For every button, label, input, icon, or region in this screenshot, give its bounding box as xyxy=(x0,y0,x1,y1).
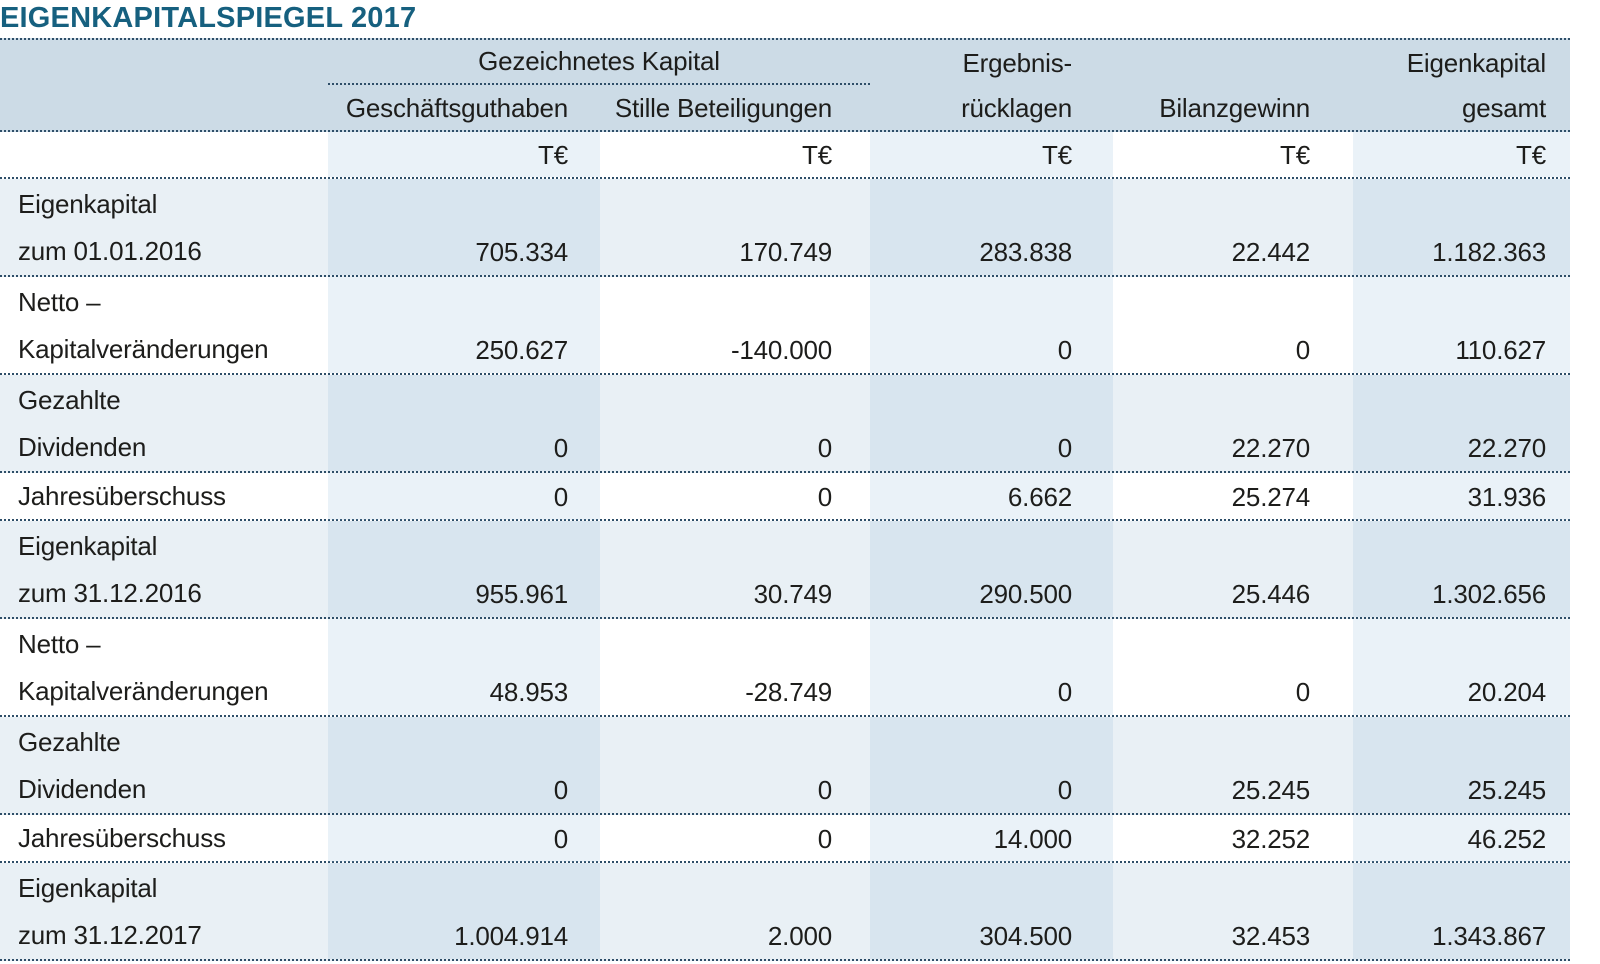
cell-ergebnisruecklagen: 0 xyxy=(870,277,1113,373)
title-block: EIGENKAPITALSPIEGEL 2017 xyxy=(0,0,1600,38)
row-label-line2: Kapitalveränderungen xyxy=(18,676,269,706)
table-row: Gezahlte Dividenden 0 0 0 25.245 25.245 xyxy=(0,717,1570,815)
cell-ergebnisruecklagen: 14.000 xyxy=(870,815,1113,862)
equity-table: Gezeichnetes Kapital Ergebnis- Eigenkapi… xyxy=(0,38,1570,961)
cell-bilanzgewinn: 0 xyxy=(1295,677,1310,707)
row-label: Jahresüberschuss xyxy=(0,473,328,520)
row-label-line1: Netto – xyxy=(18,287,101,317)
column-header-stille-beteiligungen: Stille Beteiligungen xyxy=(614,93,832,123)
row-label-line1: Eigenkapital xyxy=(18,873,158,903)
cell-ergebnisruecklagen: 0 xyxy=(870,619,1113,715)
row-label: Gezahlte Dividenden xyxy=(0,717,328,813)
table-row: Eigenkapital zum 01.01.2016 705.334 170.… xyxy=(0,179,1570,277)
table-row: Eigenkapital zum 31.12.2016 955.961 30.7… xyxy=(0,521,1570,619)
table-row: Gezahlte Dividenden 0 0 0 22.270 22.270 xyxy=(0,375,1570,473)
unit-ergebnisruecklagen: T€ xyxy=(870,132,1113,177)
cell-stille-beteiligungen: 2.000 xyxy=(767,921,832,951)
unit-row: T€ T€ T€ T€ T€ xyxy=(0,132,1570,179)
cell-geschaeftsguthaben: 1.004.914 xyxy=(328,863,600,959)
cell-stille-beteiligungen: 0 xyxy=(817,433,832,463)
row-label-line1: Gezahlte xyxy=(18,727,121,757)
row-label: Eigenkapital zum 31.12.2016 xyxy=(0,521,328,617)
row-label-line2: Dividenden xyxy=(18,774,147,804)
cell-ergebnisruecklagen: 0 xyxy=(870,717,1113,813)
cell-ergebnisruecklagen: 290.500 xyxy=(870,521,1113,617)
row-label-line2: Dividenden xyxy=(18,432,147,462)
cell-geschaeftsguthaben: 250.627 xyxy=(328,277,600,373)
column-header-bilanzgewinn: Bilanzgewinn xyxy=(1159,93,1310,123)
cell-geschaeftsguthaben: 955.961 xyxy=(328,521,600,617)
page-title: EIGENKAPITALSPIEGEL 2017 xyxy=(0,2,417,34)
cell-stille-beteiligungen: -140.000 xyxy=(730,335,832,365)
row-label-line2: zum 31.12.2017 xyxy=(18,920,202,950)
cell-bilanzgewinn: 32.252 xyxy=(1231,824,1311,854)
unit-row-label xyxy=(0,132,328,177)
cell-stille-beteiligungen: 170.749 xyxy=(739,237,832,267)
table-row: Jahresüberschuss 0 0 6.662 25.274 31.936 xyxy=(0,473,1570,521)
row-label-line2: zum 31.12.2016 xyxy=(18,578,202,608)
cell-bilanzgewinn: 22.270 xyxy=(1231,433,1311,463)
cell-eigenkapital-gesamt: 1.343.867 xyxy=(1353,863,1570,959)
unit-bilanzgewinn: T€ xyxy=(1280,140,1310,170)
cell-bilanzgewinn: 32.453 xyxy=(1231,921,1311,951)
cell-ergebnisruecklagen: 304.500 xyxy=(870,863,1113,959)
cell-bilanzgewinn: 25.245 xyxy=(1231,775,1311,805)
cell-eigenkapital-gesamt: 25.245 xyxy=(1353,717,1570,813)
row-label-line1: Jahresüberschuss xyxy=(18,823,226,853)
unit-geschaeftsguthaben: T€ xyxy=(328,132,600,177)
row-label: Netto – Kapitalveränderungen xyxy=(0,619,328,715)
cell-stille-beteiligungen: 0 xyxy=(817,824,832,854)
column-header-ergebnisruecklagen-line2: rücklagen xyxy=(961,93,1072,123)
cell-bilanzgewinn: 25.274 xyxy=(1231,482,1311,512)
row-label-line1: Gezahlte xyxy=(18,385,121,415)
cell-eigenkapital-gesamt: 20.204 xyxy=(1353,619,1570,715)
cell-geschaeftsguthaben: 0 xyxy=(328,717,600,813)
cell-stille-beteiligungen: 0 xyxy=(817,775,832,805)
row-label: Eigenkapital zum 01.01.2016 xyxy=(0,179,328,275)
column-header-geschaeftsguthaben: Geschäftsguthaben xyxy=(345,93,568,123)
cell-stille-beteiligungen: -28.749 xyxy=(745,677,832,707)
row-label-line2: Kapitalveränderungen xyxy=(18,334,269,364)
row-label: Netto – Kapitalveränderungen xyxy=(0,277,328,373)
column-group-gezeichnetes-kapital: Gezeichnetes Kapital xyxy=(328,40,870,85)
table-row: Netto – Kapitalveränderungen 48.953 -28.… xyxy=(0,619,1570,717)
cell-eigenkapital-gesamt: 1.182.363 xyxy=(1353,179,1570,275)
cell-bilanzgewinn: 25.446 xyxy=(1231,579,1311,609)
row-label-line1: Eigenkapital xyxy=(18,189,158,219)
row-label: Eigenkapital zum 31.12.2017 xyxy=(0,863,328,959)
cell-eigenkapital-gesamt: 22.270 xyxy=(1353,375,1570,471)
unit-eigenkapital-gesamt: T€ xyxy=(1353,132,1570,177)
row-label-line1: Jahresüberschuss xyxy=(18,481,226,511)
column-header-eigenkapital-gesamt-line2: gesamt xyxy=(1461,93,1546,123)
column-header-ergebnisruecklagen-line1: Ergebnis- xyxy=(962,48,1073,78)
row-label: Gezahlte Dividenden xyxy=(0,375,328,471)
cell-bilanzgewinn: 22.442 xyxy=(1231,237,1311,267)
unit-stille-beteiligungen: T€ xyxy=(802,140,832,170)
cell-ergebnisruecklagen: 0 xyxy=(870,375,1113,471)
cell-bilanzgewinn: 0 xyxy=(1295,335,1310,365)
table-row: Eigenkapital zum 31.12.2017 1.004.914 2.… xyxy=(0,863,1570,961)
row-label: Jahresüberschuss xyxy=(0,815,328,862)
row-label-line2: zum 01.01.2016 xyxy=(18,236,202,266)
cell-stille-beteiligungen: 30.749 xyxy=(753,579,833,609)
column-header-eigenkapital-gesamt-line1: Eigenkapital xyxy=(1406,48,1546,78)
cell-geschaeftsguthaben: 48.953 xyxy=(328,619,600,715)
table-row: Netto – Kapitalveränderungen 250.627 -14… xyxy=(0,277,1570,375)
cell-eigenkapital-gesamt: 46.252 xyxy=(1353,815,1570,862)
cell-geschaeftsguthaben: 0 xyxy=(328,375,600,471)
cell-eigenkapital-gesamt: 1.302.656 xyxy=(1353,521,1570,617)
cell-eigenkapital-gesamt: 31.936 xyxy=(1353,473,1570,520)
cell-geschaeftsguthaben: 705.334 xyxy=(328,179,600,275)
row-label-line1: Netto – xyxy=(18,629,101,659)
cell-eigenkapital-gesamt: 110.627 xyxy=(1353,277,1570,373)
cell-ergebnisruecklagen: 6.662 xyxy=(870,473,1113,520)
row-label-line1: Eigenkapital xyxy=(18,531,158,561)
cell-geschaeftsguthaben: 0 xyxy=(328,473,600,520)
table-row: Jahresüberschuss 0 0 14.000 32.252 46.25… xyxy=(0,815,1570,863)
cell-stille-beteiligungen: 0 xyxy=(817,482,832,512)
cell-ergebnisruecklagen: 283.838 xyxy=(870,179,1113,275)
table-header: Gezeichnetes Kapital Ergebnis- Eigenkapi… xyxy=(0,38,1570,132)
cell-geschaeftsguthaben: 0 xyxy=(328,815,600,862)
